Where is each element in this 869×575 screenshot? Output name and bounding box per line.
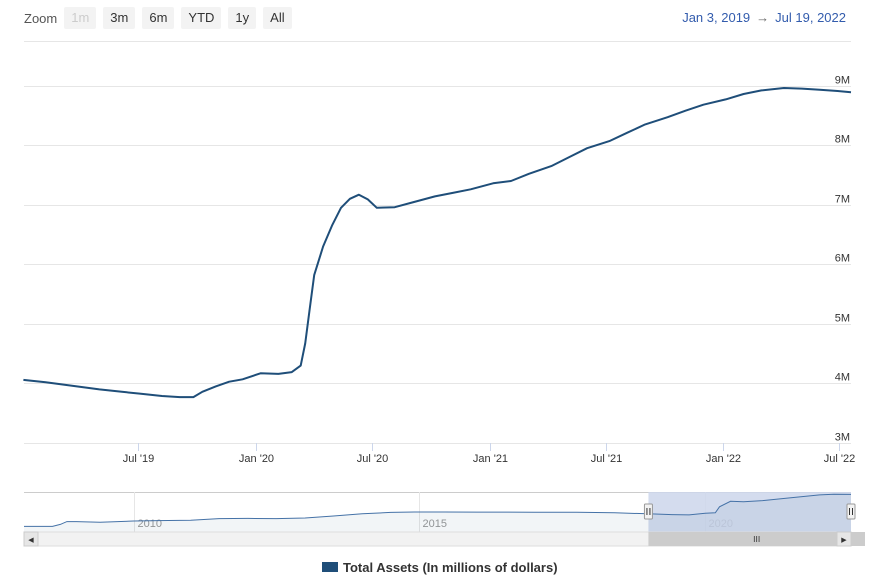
x-tick-label: Jan '22 xyxy=(706,453,741,465)
x-tick-label: Jan '21 xyxy=(473,453,508,465)
y-tick-label: 7M xyxy=(835,194,850,206)
y-tick-label: 8M xyxy=(835,134,850,146)
y-tick-label: 5M xyxy=(835,313,850,325)
scrollbar-grip: III xyxy=(753,535,760,544)
y-tick-label: 3M xyxy=(835,432,850,444)
y-tick-label: 6M xyxy=(835,253,850,265)
navigator-series-line xyxy=(24,493,852,527)
navigator-right-handle[interactable] xyxy=(846,503,856,520)
y-tick-label: 9M xyxy=(835,75,850,87)
x-tick-label: Jul '19 xyxy=(123,453,154,465)
handle-body xyxy=(643,503,653,520)
navigator-tick-label: 2015 xyxy=(423,518,447,530)
zoom-1y-button[interactable]: 1y xyxy=(228,7,257,29)
legend-swatch[interactable] xyxy=(322,562,338,572)
x-tick-label: Jul '21 xyxy=(591,453,622,465)
legend-item-total-assets[interactable]: Total Assets (In millions of dollars) xyxy=(343,560,558,575)
handle-body xyxy=(846,503,856,520)
zoom-1m-button[interactable]: 1m xyxy=(64,7,97,29)
scrollbar-left-button[interactable] xyxy=(23,531,39,547)
zoom-3m-button[interactable]: 3m xyxy=(103,7,136,29)
zoom-label: Zoom xyxy=(24,10,58,26)
scrollbar-right-button[interactable] xyxy=(836,531,852,547)
range-to-date[interactable]: Jul 19, 2022 xyxy=(775,10,846,25)
x-tick-label: Jul '22 xyxy=(824,453,855,465)
range-from-date[interactable]: Jan 3, 2019 xyxy=(682,10,751,25)
zoom-all-button[interactable]: All xyxy=(263,7,292,29)
scrollbar-right-arrow-icon: ▶ xyxy=(841,536,847,544)
x-tick-label: Jul '20 xyxy=(357,453,388,465)
zoom-6m-button[interactable]: 6m xyxy=(142,7,175,29)
x-tick-label: Jan '20 xyxy=(239,453,274,465)
zoom-ytd-button[interactable]: YTD xyxy=(181,7,222,29)
date-range-display: Jan 3, 2019 → Jul 19, 2022 xyxy=(682,10,846,25)
zoom-toolbar: Zoom 1m 3m 6m YTD 1y All xyxy=(24,7,299,29)
scrollbar-left-arrow-icon: ◀ xyxy=(28,536,34,544)
navigator-selected-mask xyxy=(648,492,851,534)
series-line-total-assets xyxy=(23,87,852,399)
range-arrow: → xyxy=(756,10,770,25)
navigator-left-handle[interactable] xyxy=(643,503,653,520)
scrollbar-thumb[interactable] xyxy=(648,532,865,546)
y-tick-label: 4M xyxy=(835,372,850,384)
navigator-series-area xyxy=(24,494,851,534)
